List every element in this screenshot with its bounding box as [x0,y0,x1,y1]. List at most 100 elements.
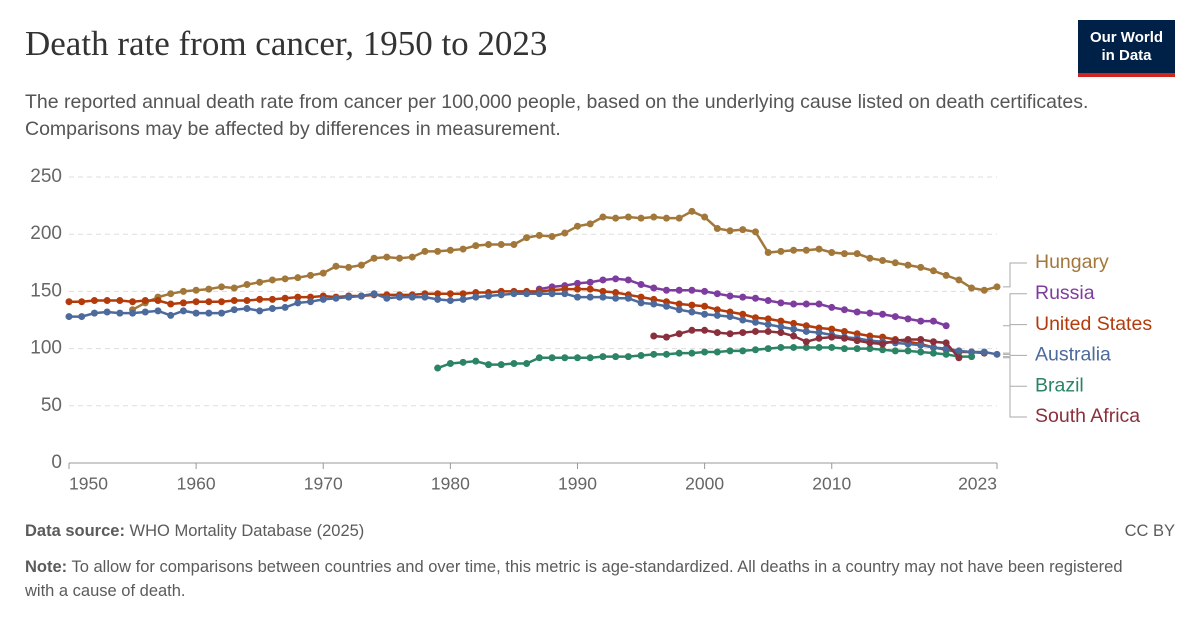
data-point [891,347,899,355]
data-point [726,227,734,235]
data-point [790,332,798,340]
data-point [459,290,467,298]
data-point [294,293,302,301]
data-point [78,313,86,321]
data-point [167,311,175,319]
data-point [141,297,149,305]
data-point [535,231,543,239]
leader-line [1003,357,1027,418]
data-point [612,353,620,361]
data-point [167,290,175,298]
data-point [650,350,658,358]
data-point [599,293,607,301]
data-point [396,254,404,262]
data-point [573,222,581,230]
data-point [942,322,950,330]
data-point [840,327,848,335]
data-point [751,318,759,326]
data-point [726,330,734,338]
data-point [879,310,887,318]
data-point [701,326,709,334]
data-point [332,294,340,302]
data-point [879,346,887,354]
x-tick-label: 1960 [177,474,216,494]
data-point [624,276,632,284]
data-point [281,303,289,311]
data-point [701,310,709,318]
data-point [650,300,658,308]
data-point [370,254,378,262]
data-point [828,333,836,341]
data-point [662,350,670,358]
data-point [357,261,365,269]
data-point [764,297,772,305]
data-point [268,305,276,313]
data-point [777,247,785,255]
data-point [777,343,785,351]
x-tick-label: 2010 [812,474,851,494]
data-point [586,278,594,286]
data-point [688,286,696,294]
data-point [751,346,759,354]
license[interactable]: CC BY [1124,522,1175,540]
data-point [129,309,137,317]
data-point [904,347,912,355]
leader-line [1003,353,1027,356]
data-point [294,299,302,307]
data-point [904,315,912,323]
data-point [993,350,1001,358]
data-point [662,286,670,294]
data-point [459,245,467,253]
series-label: Brazil [1035,374,1084,396]
data-point [688,301,696,309]
data-point [370,290,378,298]
data-point [218,309,226,317]
data-point [586,285,594,293]
data-point [675,330,683,338]
data-point [739,316,747,324]
data-point [78,298,86,306]
data-point [866,339,874,347]
data-point [332,262,340,270]
data-point [535,290,543,298]
data-point [472,293,480,301]
data-point [879,340,887,348]
data-point [662,214,670,222]
data-point [713,224,721,232]
data-point [891,259,899,267]
data-point [701,302,709,310]
data-point [586,220,594,228]
data-point [790,246,798,254]
data-point [345,263,353,271]
data-point [396,293,404,301]
data-point [141,308,149,316]
data-point [446,359,454,367]
data-point [230,297,238,305]
data-point [472,357,480,365]
data-point [853,308,861,316]
data-point [650,213,658,221]
data-point [917,341,925,349]
data-point [599,353,607,361]
data-point [904,335,912,343]
data-point [751,294,759,302]
data-point [815,329,823,337]
data-point [116,297,124,305]
data-point [713,329,721,337]
data-point [739,293,747,301]
logo[interactable]: Our World in Data [1078,20,1175,77]
data-point [726,313,734,321]
data-point [357,292,365,300]
data-point [891,337,899,345]
x-tick-label: 1980 [431,474,470,494]
series-label: Australia [1035,344,1111,366]
data-point [485,361,493,369]
data-point [319,269,327,277]
leader-line [1003,356,1027,387]
data-point [510,240,518,248]
data-point [828,343,836,351]
data-point [116,309,124,317]
data-point [751,327,759,335]
y-tick-label: 50 [41,395,62,416]
data-point [675,306,683,314]
